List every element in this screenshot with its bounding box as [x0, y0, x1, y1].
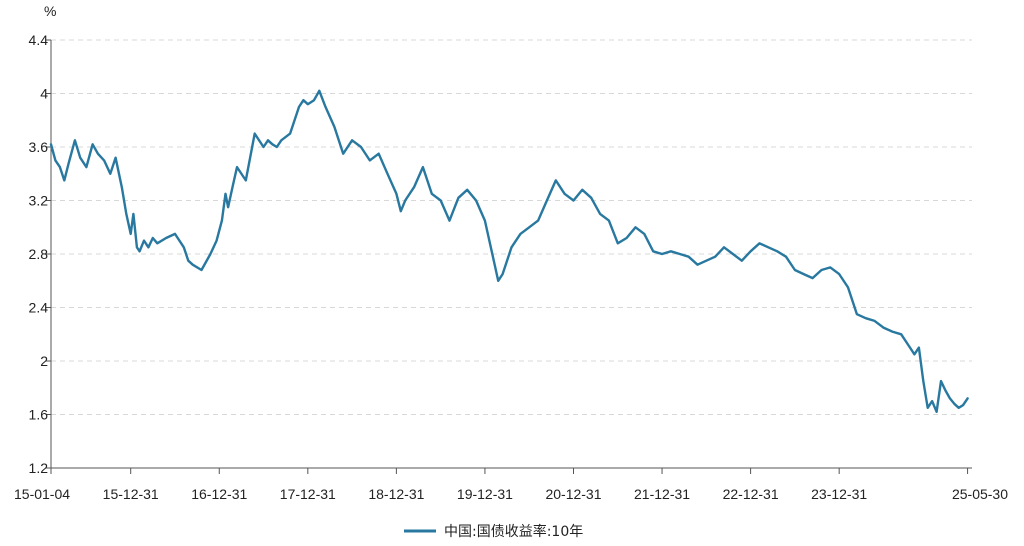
y-tick-label: 2	[40, 353, 48, 369]
x-tick-label: 15-01-04	[14, 486, 70, 502]
y-tick-label: 1.6	[29, 407, 49, 423]
x-tick-label: 20-12-31	[545, 486, 601, 502]
y-tick-label: 2.8	[29, 246, 49, 262]
x-tick-label: 23-12-31	[811, 486, 867, 502]
x-tick-label: 25-05-30	[952, 486, 1008, 502]
x-tick-label: 21-12-31	[634, 486, 690, 502]
y-axis-ticks: 1.2 1.6 2 2.4 2.8 3.2 3.6 4 4.4	[29, 32, 51, 476]
y-tick-label: 4	[40, 86, 48, 102]
legend-label: 中国:国债收益率:10年	[444, 523, 583, 540]
y-tick-label: 3.2	[29, 193, 49, 209]
y-axis-unit-label: %	[44, 3, 56, 19]
series-line-cn-10y-yield	[49, 89, 969, 413]
y-tick-label: 1.2	[29, 460, 49, 476]
y-tick-label: 2.4	[29, 300, 49, 316]
x-tick-label: 18-12-31	[368, 486, 424, 502]
x-axis-ticks: 15-01-04 15-12-31 16-12-31 17-12-31 18-12-31…	[14, 468, 1008, 502]
grid-lines	[51, 39, 972, 415]
x-tick-label: 16-12-31	[191, 486, 247, 502]
x-tick-label: 19-12-31	[457, 486, 513, 502]
x-tick-label: 15-12-31	[103, 486, 159, 502]
x-tick-label: 22-12-31	[723, 486, 779, 502]
y-tick-label: 3.6	[29, 139, 49, 155]
y-tick-label: 4.4	[29, 32, 49, 48]
legend[interactable]: 中国:国债收益率:10年	[404, 523, 583, 540]
x-tick-label: 17-12-31	[280, 486, 336, 502]
